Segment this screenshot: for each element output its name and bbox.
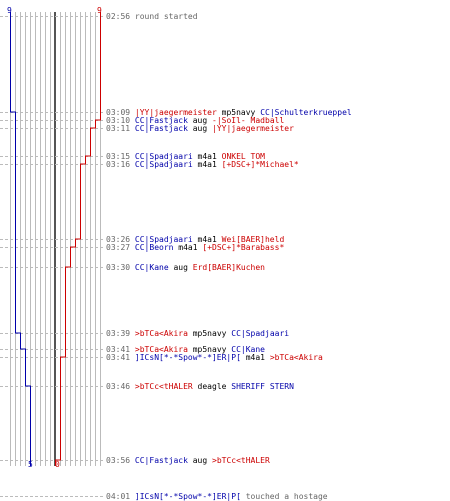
event-time: 03:26 xyxy=(106,235,131,244)
event-killer: CC|Fastjack xyxy=(134,124,188,133)
event-weapon: m4a1 xyxy=(197,152,217,161)
event-victim: CC|Kane xyxy=(231,345,265,354)
event-victim: -|SoIl- Madball xyxy=(212,116,285,125)
event-killer: CC|Spadjaari xyxy=(134,235,193,244)
event-killer: CC|Kane xyxy=(134,263,169,272)
event-weapon: aug xyxy=(192,456,208,465)
event-weapon: aug xyxy=(173,263,188,272)
event-message: round started xyxy=(134,12,198,21)
event-weapon: m4a1 xyxy=(178,243,198,252)
event-row: 03:46 >bTCc<tHALER deagle SHERIFF STERN xyxy=(106,382,294,391)
event-time: 03:41 xyxy=(106,345,131,354)
event-row: 03:56 CC|Fastjack aug >bTCc<tHALER xyxy=(106,456,270,465)
event-time: 03:30 xyxy=(106,263,131,272)
event-killer: >bTCa<Akira xyxy=(134,345,188,354)
event-killer: CC|Spadjaari xyxy=(134,152,193,161)
event-weapon: aug xyxy=(192,124,208,133)
ct-alive-line xyxy=(10,12,31,466)
event-time: 03:27 xyxy=(106,243,131,252)
event-victim: ONKEL TOM xyxy=(221,152,265,161)
event-weapon: mp5navy xyxy=(221,108,256,117)
event-weapon: m4a1 xyxy=(197,160,217,169)
event-row: 03:10 CC|Fastjack aug -|SoIl- Madball xyxy=(106,116,284,125)
event-killer: ]ICsN[*-*Spow*-*]ER|P[ xyxy=(134,353,241,362)
event-killer: CC|Fastjack xyxy=(134,116,188,125)
event-row: 03:30 CC|Kane aug Erd[BAER]Kuchen xyxy=(106,263,265,272)
event-time: 03:39 xyxy=(106,329,131,338)
event-weapon: aug xyxy=(192,116,208,125)
event-row: 04:01 ]ICsN[*-*Spow*-*]ER|P[ touched a h… xyxy=(106,492,328,501)
event-victim: >bTCc<tHALER xyxy=(212,456,270,465)
event-row: 03:11 CC|Fastjack aug |YY|jaegermeister xyxy=(106,124,294,133)
event-victim: Erd[BAER]Kuchen xyxy=(192,263,265,272)
event-killer: >bTCc<tHALER xyxy=(134,382,193,391)
event-message: touched a hostage xyxy=(245,492,328,501)
event-weapon: mp5navy xyxy=(192,329,227,338)
event-row: 03:41 ]ICsN[*-*Spow*-*]ER|P[ m4a1 >bTCa<… xyxy=(106,353,323,362)
event-time: 03:09 xyxy=(106,108,131,117)
event-weapon: m4a1 xyxy=(197,235,217,244)
event-killer: >bTCa<Akira xyxy=(134,329,188,338)
event-killer: CC|Beorn xyxy=(134,243,174,252)
event-row: 03:15 CC|Spadjaari m4a1 ONKEL TOM xyxy=(106,152,265,161)
event-time: 03:16 xyxy=(106,160,131,169)
event-row: 03:09 |YY|jaegermeister mp5navy CC|Schul… xyxy=(106,108,352,117)
event-weapon: m4a1 xyxy=(245,353,265,362)
event-killer: CC|Spadjaari xyxy=(134,160,193,169)
event-victim: SHERIFF STERN xyxy=(231,382,294,391)
t-start-count: 9 xyxy=(97,6,102,15)
event-time: 03:56 xyxy=(106,456,131,465)
event-victim: Wei[BAER]held xyxy=(221,235,285,244)
event-weapon: mp5navy xyxy=(192,345,227,354)
event-victim: [+DSC+]*Barabass* xyxy=(202,243,285,252)
event-killer: CC|Fastjack xyxy=(134,456,188,465)
event-row: 02:56 round started xyxy=(106,12,198,21)
event-victim: >bTCa<Akira xyxy=(269,353,323,362)
event-victim: [+DSC+]*Michael* xyxy=(221,160,299,169)
event-killer: ]ICsN[*-*Spow*-*]ER|P[ xyxy=(134,492,241,501)
event-weapon: deagle xyxy=(197,382,227,391)
event-row: 03:39 >bTCa<Akira mp5navy CC|Spadjaari xyxy=(106,329,289,338)
t-end-count: 0 xyxy=(55,460,60,469)
event-row: 03:41 >bTCa<Akira mp5navy CC|Kane xyxy=(106,345,265,354)
event-victim: |YY|jaegermeister xyxy=(212,124,294,133)
event-time: 03:10 xyxy=(106,116,131,125)
event-victim: CC|Spadjaari xyxy=(231,329,290,338)
ct-end-count: 5 xyxy=(28,460,33,469)
event-time: 03:15 xyxy=(106,152,131,161)
event-victim: CC|Schulterkrueppel xyxy=(260,108,352,117)
event-time: 02:56 xyxy=(106,12,131,21)
event-killer: |YY|jaegermeister xyxy=(134,108,217,117)
t-alive-line xyxy=(55,12,101,466)
event-time: 03:11 xyxy=(106,124,131,133)
event-row: 03:16 CC|Spadjaari m4a1 [+DSC+]*Michael* xyxy=(106,160,299,169)
ct-start-count: 9 xyxy=(7,6,12,15)
event-time: 04:01 xyxy=(106,492,131,501)
event-time: 03:41 xyxy=(106,353,131,362)
event-time: 03:46 xyxy=(106,382,131,391)
event-row: 03:26 CC|Spadjaari m4a1 Wei[BAER]held xyxy=(106,235,284,244)
event-row: 03:27 CC|Beorn m4a1 [+DSC+]*Barabass* xyxy=(106,243,284,252)
